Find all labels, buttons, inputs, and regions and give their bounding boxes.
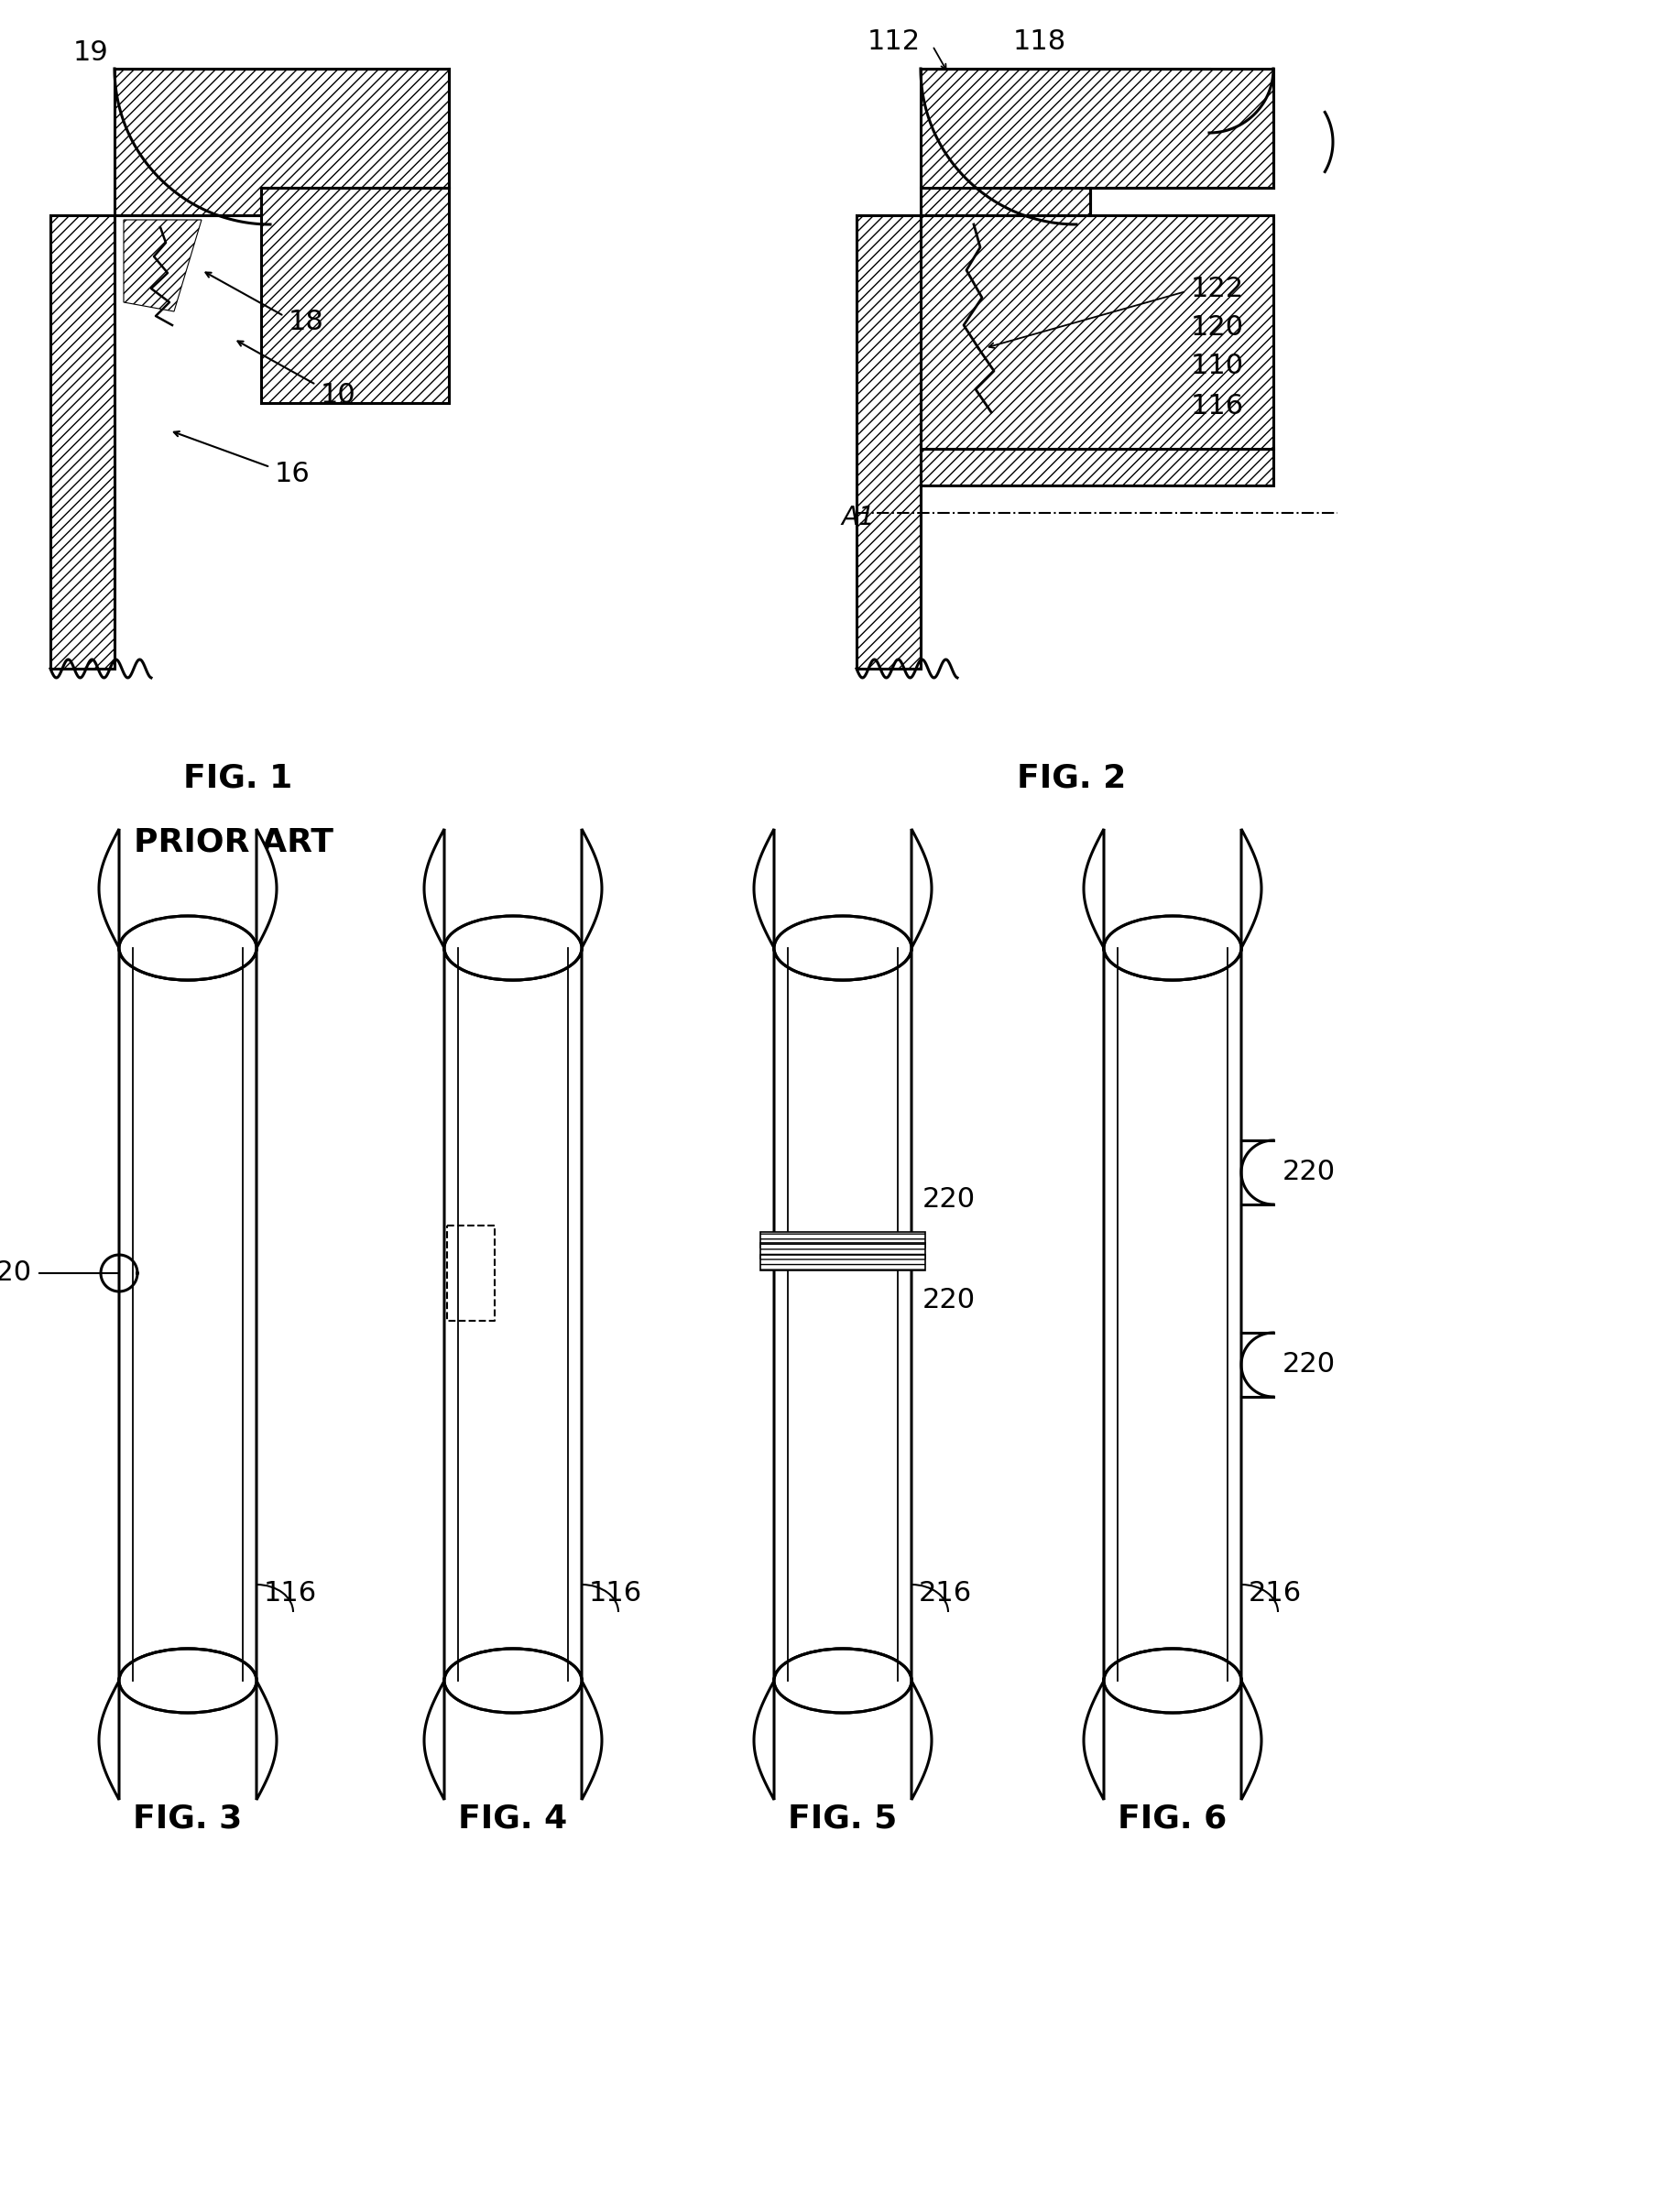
Text: FIG. 6: FIG. 6 [1117, 1803, 1226, 1834]
Polygon shape [1084, 830, 1261, 1801]
Text: 112: 112 [867, 29, 920, 55]
Polygon shape [760, 1243, 925, 1259]
Text: 220: 220 [1283, 1352, 1334, 1378]
Polygon shape [424, 830, 601, 1801]
Polygon shape [760, 1232, 925, 1248]
Polygon shape [857, 215, 920, 668]
Polygon shape [753, 830, 932, 1801]
Ellipse shape [1104, 916, 1241, 980]
Ellipse shape [444, 916, 581, 980]
Text: 118: 118 [1012, 29, 1065, 55]
Text: 116: 116 [1191, 392, 1244, 418]
Ellipse shape [119, 1648, 257, 1712]
Text: 120: 120 [0, 1261, 32, 1287]
Polygon shape [99, 830, 277, 1801]
Text: A1: A1 [840, 504, 875, 531]
Text: FIG. 2: FIG. 2 [1017, 763, 1126, 794]
Text: 216: 216 [1247, 1579, 1301, 1608]
Text: 16: 16 [274, 460, 311, 487]
Text: 120: 120 [1191, 314, 1244, 341]
Text: 10: 10 [321, 383, 356, 409]
Text: 220: 220 [922, 1186, 975, 1212]
Polygon shape [115, 69, 449, 215]
Polygon shape [124, 219, 202, 312]
Polygon shape [920, 69, 1273, 215]
Ellipse shape [119, 916, 257, 980]
Polygon shape [920, 215, 1273, 449]
Ellipse shape [1104, 1648, 1241, 1712]
Ellipse shape [773, 916, 912, 980]
Text: 116: 116 [264, 1579, 317, 1608]
Text: FIG. 5: FIG. 5 [788, 1803, 897, 1834]
Text: FIG. 3: FIG. 3 [134, 1803, 242, 1834]
Text: 18: 18 [289, 310, 324, 336]
Text: 220: 220 [922, 1287, 975, 1314]
Text: FIG. 4: FIG. 4 [458, 1803, 568, 1834]
Text: 216: 216 [919, 1579, 972, 1608]
Ellipse shape [773, 1648, 912, 1712]
Text: 220: 220 [1283, 1159, 1334, 1186]
Text: 110: 110 [1191, 354, 1244, 380]
Text: PRIOR ART: PRIOR ART [134, 827, 334, 858]
Text: 122: 122 [1191, 274, 1244, 301]
Polygon shape [920, 449, 1273, 484]
Polygon shape [50, 215, 115, 668]
Polygon shape [760, 1254, 925, 1270]
Text: 116: 116 [590, 1579, 641, 1608]
Ellipse shape [444, 1648, 581, 1712]
Polygon shape [261, 188, 449, 403]
Text: 19: 19 [73, 40, 109, 66]
Text: FIG. 1: FIG. 1 [184, 763, 292, 794]
Text: 120: 120 [458, 1378, 511, 1405]
